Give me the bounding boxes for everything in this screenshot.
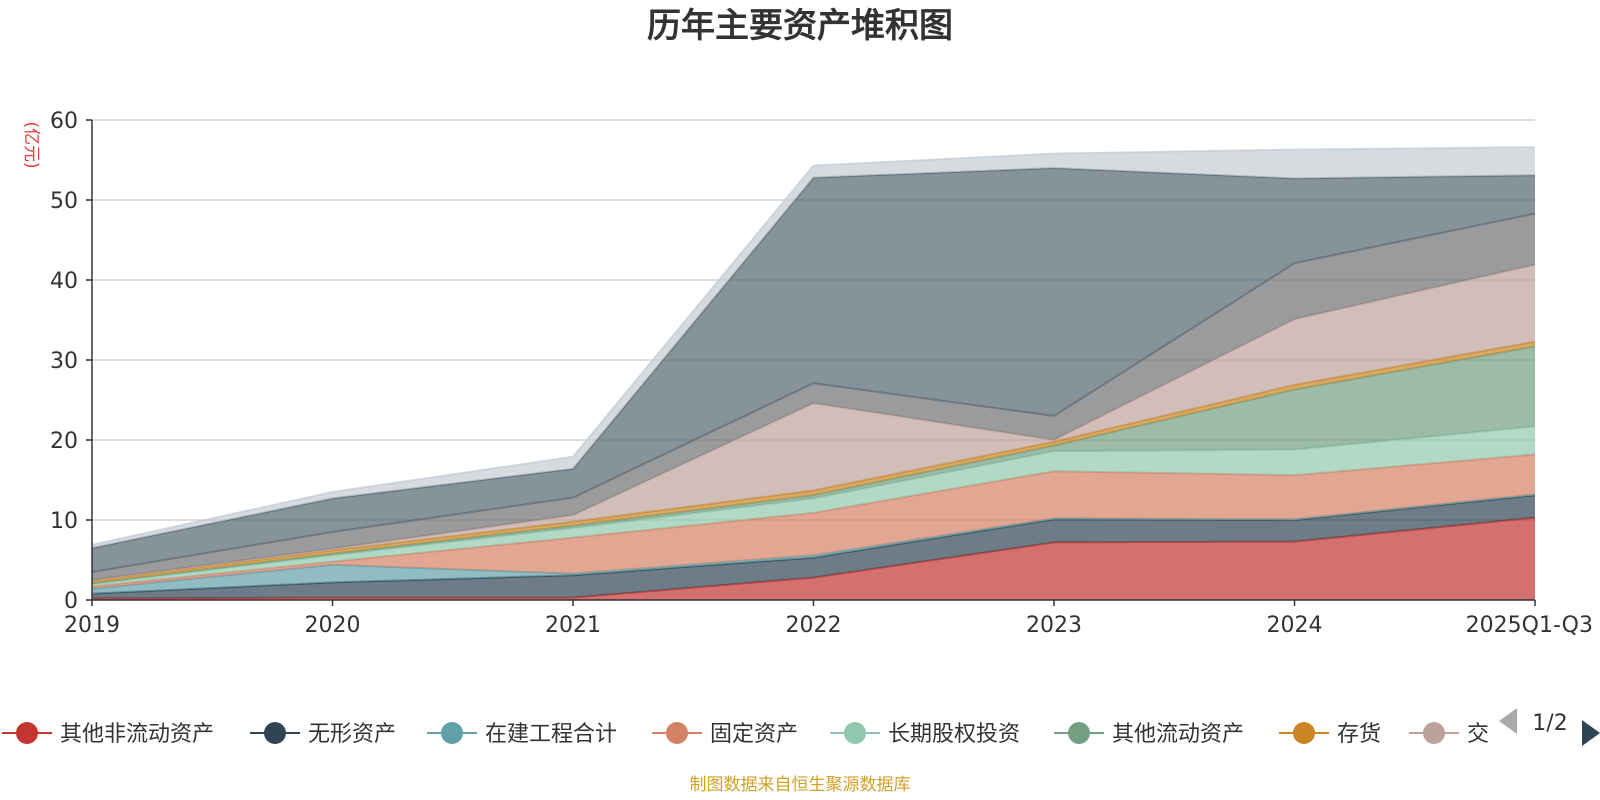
x-tick-label: 2025Q1-Q3 [1466,613,1593,638]
area-edge-11 [91,146,1536,546]
legend-item-3[interactable]: 在建工程合计 [427,722,617,747]
axes [86,119,1536,606]
legend: 其他非流动资产 无形资产 在建工程合计 固定资产 长期股权投资 其他流动资产 存货 交 [2,722,1489,747]
legend-circle-icon [666,722,688,744]
y-tick-label: 10 [50,509,78,534]
x-tick-label: 2022 [786,613,842,638]
y-tick-label: 60 [50,109,78,134]
legend-circle-icon [16,722,38,744]
legend-item-1[interactable]: 其他非流动资产 [2,722,214,747]
y-tick-label: 40 [50,269,78,294]
legend-item-5[interactable]: 长期股权投资 [830,722,1020,747]
area-2 [92,495,1535,599]
legend-circle-icon [844,722,866,744]
legend-page-indicator: 1/2 [1532,711,1567,736]
y-tick-label: 20 [50,429,78,454]
legend-label: 无形资产 [308,722,396,747]
legend-item-7[interactable]: 存货 [1279,722,1381,747]
area-5 [92,426,1535,587]
area-1 [92,517,1535,600]
legend-circle-icon [1068,722,1090,744]
legend-circle-icon [441,722,463,744]
y-tick-label: 50 [50,189,78,214]
legend-label: 在建工程合计 [485,722,617,747]
area-8 [92,264,1535,581]
legend-circle-icon [1293,722,1315,744]
legend-circle-icon [1423,722,1445,744]
y-axis-unit-label: (亿元) [21,121,41,168]
legend-circle-icon [264,722,286,744]
x-tick-labels: 2019 2020 2021 2022 2023 2024 2025Q1-Q3 [64,613,1593,638]
legend-label: 其他非流动资产 [60,722,214,747]
legend-label: 交 [1467,722,1489,747]
area-10 [92,168,1535,572]
triangle-right-icon[interactable] [1582,720,1600,746]
triangle-left-icon[interactable] [1499,708,1517,734]
legend-item-2[interactable]: 无形资产 [250,722,396,747]
area-series [91,146,1536,600]
y-tick-label: 30 [50,349,78,374]
y-tick-label: 0 [64,589,78,614]
legend-pager: 1/2 [1499,708,1600,746]
area-4 [92,454,1535,589]
legend-label: 固定资产 [710,722,798,747]
legend-label: 存货 [1337,722,1381,747]
x-tick-label: 2024 [1267,613,1323,638]
x-tick-label: 2020 [305,613,361,638]
x-tick-label: 2023 [1026,613,1082,638]
legend-label: 其他流动资产 [1112,722,1244,747]
data-source-note: 制图数据来自恒生聚源数据库 [690,775,911,795]
chart-title: 历年主要资产堆积图 [647,6,953,46]
legend-item-8[interactable]: 交 [1409,722,1489,747]
legend-item-4[interactable]: 固定资产 [652,722,798,747]
area-9 [92,213,1535,580]
x-tick-label: 2021 [545,613,601,638]
x-tick-label: 2019 [64,613,120,638]
legend-label: 长期股权投资 [888,722,1020,747]
legend-item-6[interactable]: 其他流动资产 [1054,722,1244,747]
y-tick-labels: 0 10 20 30 40 50 60 [50,109,78,614]
